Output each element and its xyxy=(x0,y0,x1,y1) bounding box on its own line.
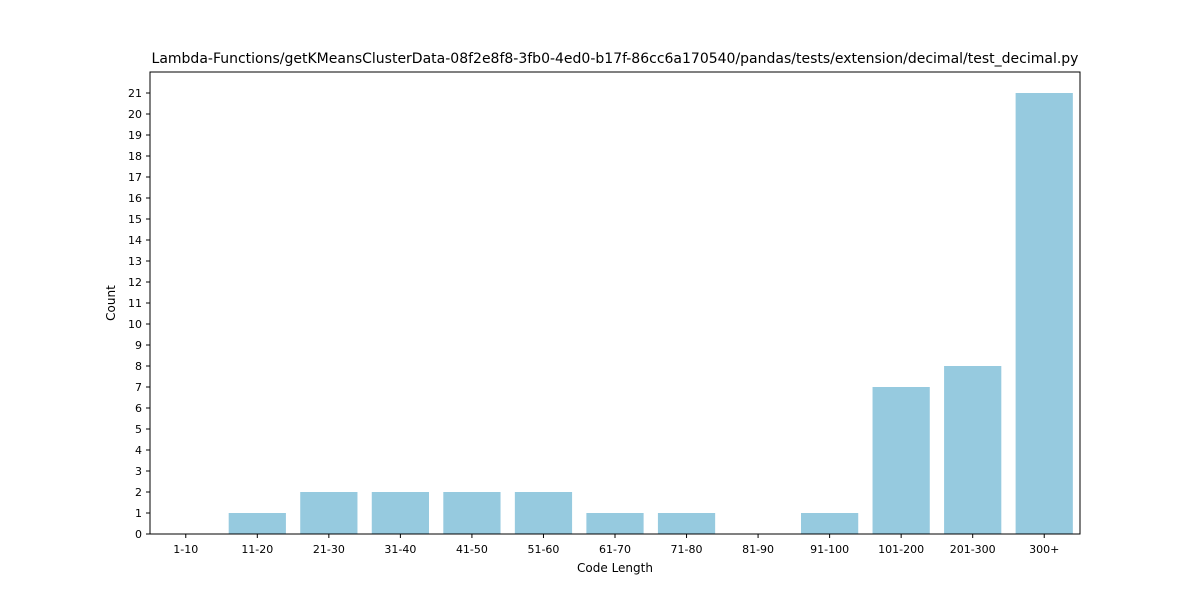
y-tick-label: 5 xyxy=(135,423,142,436)
x-tick-label: 91-100 xyxy=(810,543,849,556)
y-tick-label: 10 xyxy=(128,318,142,331)
y-axis-label: Count xyxy=(104,285,118,321)
y-tick-label: 18 xyxy=(128,150,142,163)
x-tick-label: 11-20 xyxy=(241,543,273,556)
x-tick-label: 300+ xyxy=(1029,543,1059,556)
y-tick-label: 12 xyxy=(128,276,142,289)
x-axis-ticks: 1-10 11-20 21-30 31-40 41-50 51-60 61-70 71-80 8… xyxy=(173,534,1059,556)
chart-title: Lambda-Functions/getKMeansClusterData-08… xyxy=(152,51,1079,67)
x-tick-label: 61-70 xyxy=(599,543,631,556)
bar-41-50 xyxy=(443,492,501,534)
y-tick-label: 19 xyxy=(128,129,142,142)
bar-51-60 xyxy=(514,492,573,534)
x-tick-label: 31-40 xyxy=(384,543,416,556)
y-tick-label: 21 xyxy=(128,87,142,100)
y-tick-label: 16 xyxy=(128,192,142,205)
x-axis-label: Code Length xyxy=(577,561,653,575)
y-tick-label: 4 xyxy=(135,444,142,457)
y-tick-label: 7 xyxy=(135,381,142,394)
y-tick-label: 8 xyxy=(135,360,142,373)
bar-300+ xyxy=(1015,93,1073,534)
plot-frame xyxy=(149,71,1081,535)
y-tick-label: 3 xyxy=(135,465,142,478)
bar-31-40 xyxy=(371,492,429,534)
x-tick-label: 21-30 xyxy=(313,543,345,556)
y-tick-label: 14 xyxy=(128,234,142,247)
y-tick-label: 1 xyxy=(135,507,142,520)
bar-61-70 xyxy=(586,513,644,534)
bars-group xyxy=(228,93,1073,534)
y-tick-label: 13 xyxy=(128,255,142,268)
x-tick-label: 41-50 xyxy=(456,543,488,556)
y-tick-label: 17 xyxy=(128,171,142,184)
y-tick-label: 6 xyxy=(135,402,142,415)
x-tick-label: 81-90 xyxy=(742,543,774,556)
y-tick-label: 15 xyxy=(128,213,142,226)
y-tick-label: 0 xyxy=(135,528,142,541)
bar-101-200 xyxy=(872,387,930,534)
y-tick-label: 9 xyxy=(135,339,142,352)
bar-21-30 xyxy=(300,492,358,534)
y-tick-label: 2 xyxy=(135,486,142,499)
bar-71-80 xyxy=(657,513,716,534)
y-tick-label: 11 xyxy=(128,297,142,310)
bar-91-100 xyxy=(801,513,859,534)
y-tick-label: 20 xyxy=(128,108,142,121)
bar-11-20 xyxy=(228,513,286,534)
bar-201-300 xyxy=(944,366,1002,534)
x-tick-label: 201-300 xyxy=(950,543,996,556)
x-tick-label: 101-200 xyxy=(878,543,924,556)
x-tick-label: 51-60 xyxy=(527,543,559,556)
x-tick-label: 1-10 xyxy=(173,543,198,556)
x-tick-label: 71-80 xyxy=(671,543,703,556)
